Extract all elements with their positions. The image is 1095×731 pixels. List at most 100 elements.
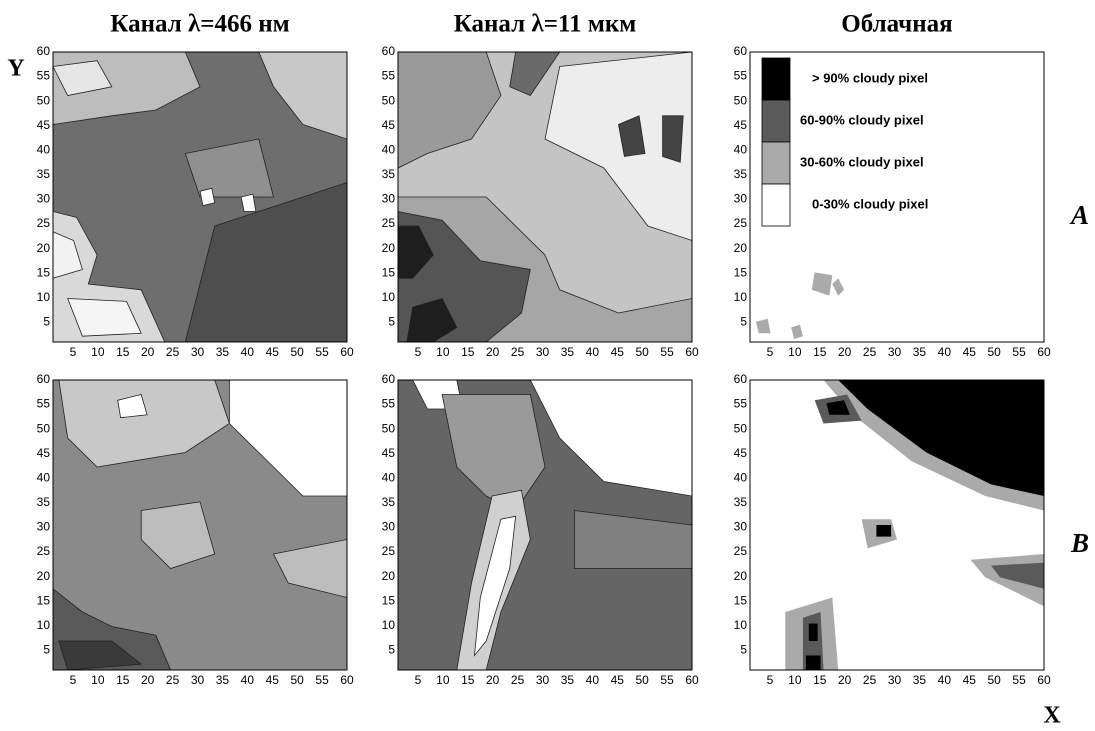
row-label: B xyxy=(1070,528,1089,558)
y-tick-label: 40 xyxy=(734,142,748,156)
x-tick-label: 40 xyxy=(241,345,255,359)
y-tick-label: 35 xyxy=(734,495,748,509)
y-tick-label: 55 xyxy=(37,397,51,411)
x-tick-label: 5 xyxy=(70,345,77,359)
y-tick-label: 35 xyxy=(37,167,51,181)
x-tick-label: 35 xyxy=(216,673,230,687)
x-tick-label: 55 xyxy=(1012,345,1026,359)
y-tick-label: 15 xyxy=(734,593,748,607)
y-tick-label: 5 xyxy=(43,643,50,657)
y-tick-label: 55 xyxy=(37,69,51,83)
x-tick-label: 25 xyxy=(166,673,180,687)
field-region xyxy=(809,624,818,641)
y-tick-label: 45 xyxy=(734,118,748,132)
y-tick-label: 45 xyxy=(37,118,51,132)
x-tick-label: 10 xyxy=(436,345,450,359)
y-tick-label: 35 xyxy=(382,167,396,181)
x-tick-label: 50 xyxy=(290,673,304,687)
y-tick-label: 50 xyxy=(734,93,748,107)
y-tick-label: 45 xyxy=(382,118,396,132)
column-title: Облачная xyxy=(841,11,952,38)
y-tick-label: 30 xyxy=(734,192,748,206)
y-tick-label: 40 xyxy=(37,470,51,484)
x-tick-label: 25 xyxy=(511,345,525,359)
y-tick-label: 35 xyxy=(734,167,748,181)
contour-field xyxy=(750,380,1044,670)
x-tick-label: 40 xyxy=(241,673,255,687)
y-tick-label: 25 xyxy=(734,216,748,230)
x-tick-label: 5 xyxy=(767,673,774,687)
y-tick-label: 25 xyxy=(734,544,748,558)
x-tick-label: 45 xyxy=(611,673,625,687)
legend-swatch xyxy=(762,100,790,142)
x-tick-label: 25 xyxy=(166,345,180,359)
x-tick-label: 45 xyxy=(266,345,280,359)
y-tick-label: 20 xyxy=(734,569,748,583)
x-tick-label: 5 xyxy=(70,673,77,687)
y-tick-label: 55 xyxy=(734,397,748,411)
field-region xyxy=(806,656,821,671)
legend-swatch xyxy=(762,58,790,100)
field-region xyxy=(241,194,256,211)
legend-swatch xyxy=(762,142,790,184)
x-tick-label: 25 xyxy=(863,673,877,687)
x-tick-label: 60 xyxy=(685,345,699,359)
x-tick-label: 20 xyxy=(838,345,852,359)
y-tick-label: 30 xyxy=(37,520,51,534)
x-tick-label: 20 xyxy=(141,673,155,687)
y-tick-label: 55 xyxy=(382,397,396,411)
y-tick-label: 25 xyxy=(37,216,51,230)
x-tick-label: 30 xyxy=(536,673,550,687)
x-tick-label: 60 xyxy=(340,345,354,359)
x-tick-label: 55 xyxy=(660,345,674,359)
y-tick-label: 45 xyxy=(734,446,748,460)
contour-field xyxy=(398,380,692,670)
y-tick-label: 10 xyxy=(382,290,396,304)
y-tick-label: 20 xyxy=(382,241,396,255)
y-tick-label: 15 xyxy=(37,593,51,607)
y-tick-label: 60 xyxy=(37,44,51,58)
x-tick-label: 45 xyxy=(963,673,977,687)
x-tick-label: 10 xyxy=(788,673,802,687)
x-tick-label: 15 xyxy=(116,345,130,359)
x-tick-label: 5 xyxy=(415,673,422,687)
x-tick-label: 35 xyxy=(561,345,575,359)
x-tick-label: 60 xyxy=(340,673,354,687)
field-region xyxy=(200,188,215,205)
y-tick-label: 10 xyxy=(734,618,748,632)
y-tick-label: 5 xyxy=(388,643,395,657)
y-tick-label: 30 xyxy=(37,192,51,206)
x-tick-label: 5 xyxy=(415,345,422,359)
x-tick-label: 50 xyxy=(987,345,1001,359)
figure: 5101520253035404550556051015202530354045… xyxy=(0,0,1095,731)
y-tick-label: 50 xyxy=(37,421,51,435)
y-tick-label: 45 xyxy=(37,446,51,460)
y-tick-label: 35 xyxy=(382,495,396,509)
y-tick-label: 60 xyxy=(382,372,396,386)
x-tick-label: 50 xyxy=(635,345,649,359)
x-tick-label: 55 xyxy=(1012,673,1026,687)
x-tick-label: 15 xyxy=(116,673,130,687)
x-tick-label: 50 xyxy=(290,345,304,359)
row-label: A xyxy=(1069,200,1089,230)
x-tick-label: 35 xyxy=(913,673,927,687)
x-tick-label: 15 xyxy=(813,673,827,687)
x-tick-label: 40 xyxy=(938,673,952,687)
x-tick-label: 45 xyxy=(963,345,977,359)
x-tick-label: 45 xyxy=(611,345,625,359)
x-axis-label: X xyxy=(1043,703,1061,729)
x-tick-label: 10 xyxy=(788,345,802,359)
y-tick-label: 60 xyxy=(37,372,51,386)
x-tick-label: 10 xyxy=(91,345,105,359)
y-tick-label: 60 xyxy=(734,44,748,58)
y-tick-label: 55 xyxy=(382,69,396,83)
y-tick-label: 40 xyxy=(382,470,396,484)
y-tick-label: 30 xyxy=(734,520,748,534)
y-tick-label: 35 xyxy=(37,495,51,509)
field-region xyxy=(663,116,684,162)
x-tick-label: 55 xyxy=(315,673,329,687)
x-tick-label: 30 xyxy=(191,673,205,687)
column-title: Канал λ=466 нм xyxy=(110,11,289,38)
x-tick-label: 10 xyxy=(91,673,105,687)
y-tick-label: 40 xyxy=(734,470,748,484)
